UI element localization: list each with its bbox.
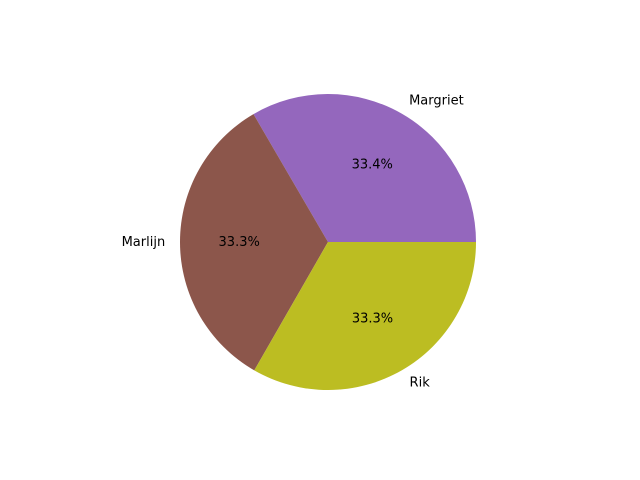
pie-slice-marlijn (179, 114, 328, 371)
slice-label-rik: Rik (410, 375, 431, 390)
slice-label-marlijn: Marlijn (122, 235, 166, 250)
slice-percent-rik: 33.3% (352, 311, 393, 326)
slice-percent-margriet: 33.4% (352, 158, 393, 173)
slice-percent-marlijn: 33.3% (219, 235, 260, 250)
pie-slice-margriet (253, 93, 476, 243)
slice-label-margriet: Margriet (409, 93, 464, 108)
pie-labels: Margriet 33.4% Marlijn 33.3% Rik 33.3% (122, 93, 464, 390)
pie-slices (179, 93, 476, 391)
pie-slice-rik (254, 242, 476, 391)
